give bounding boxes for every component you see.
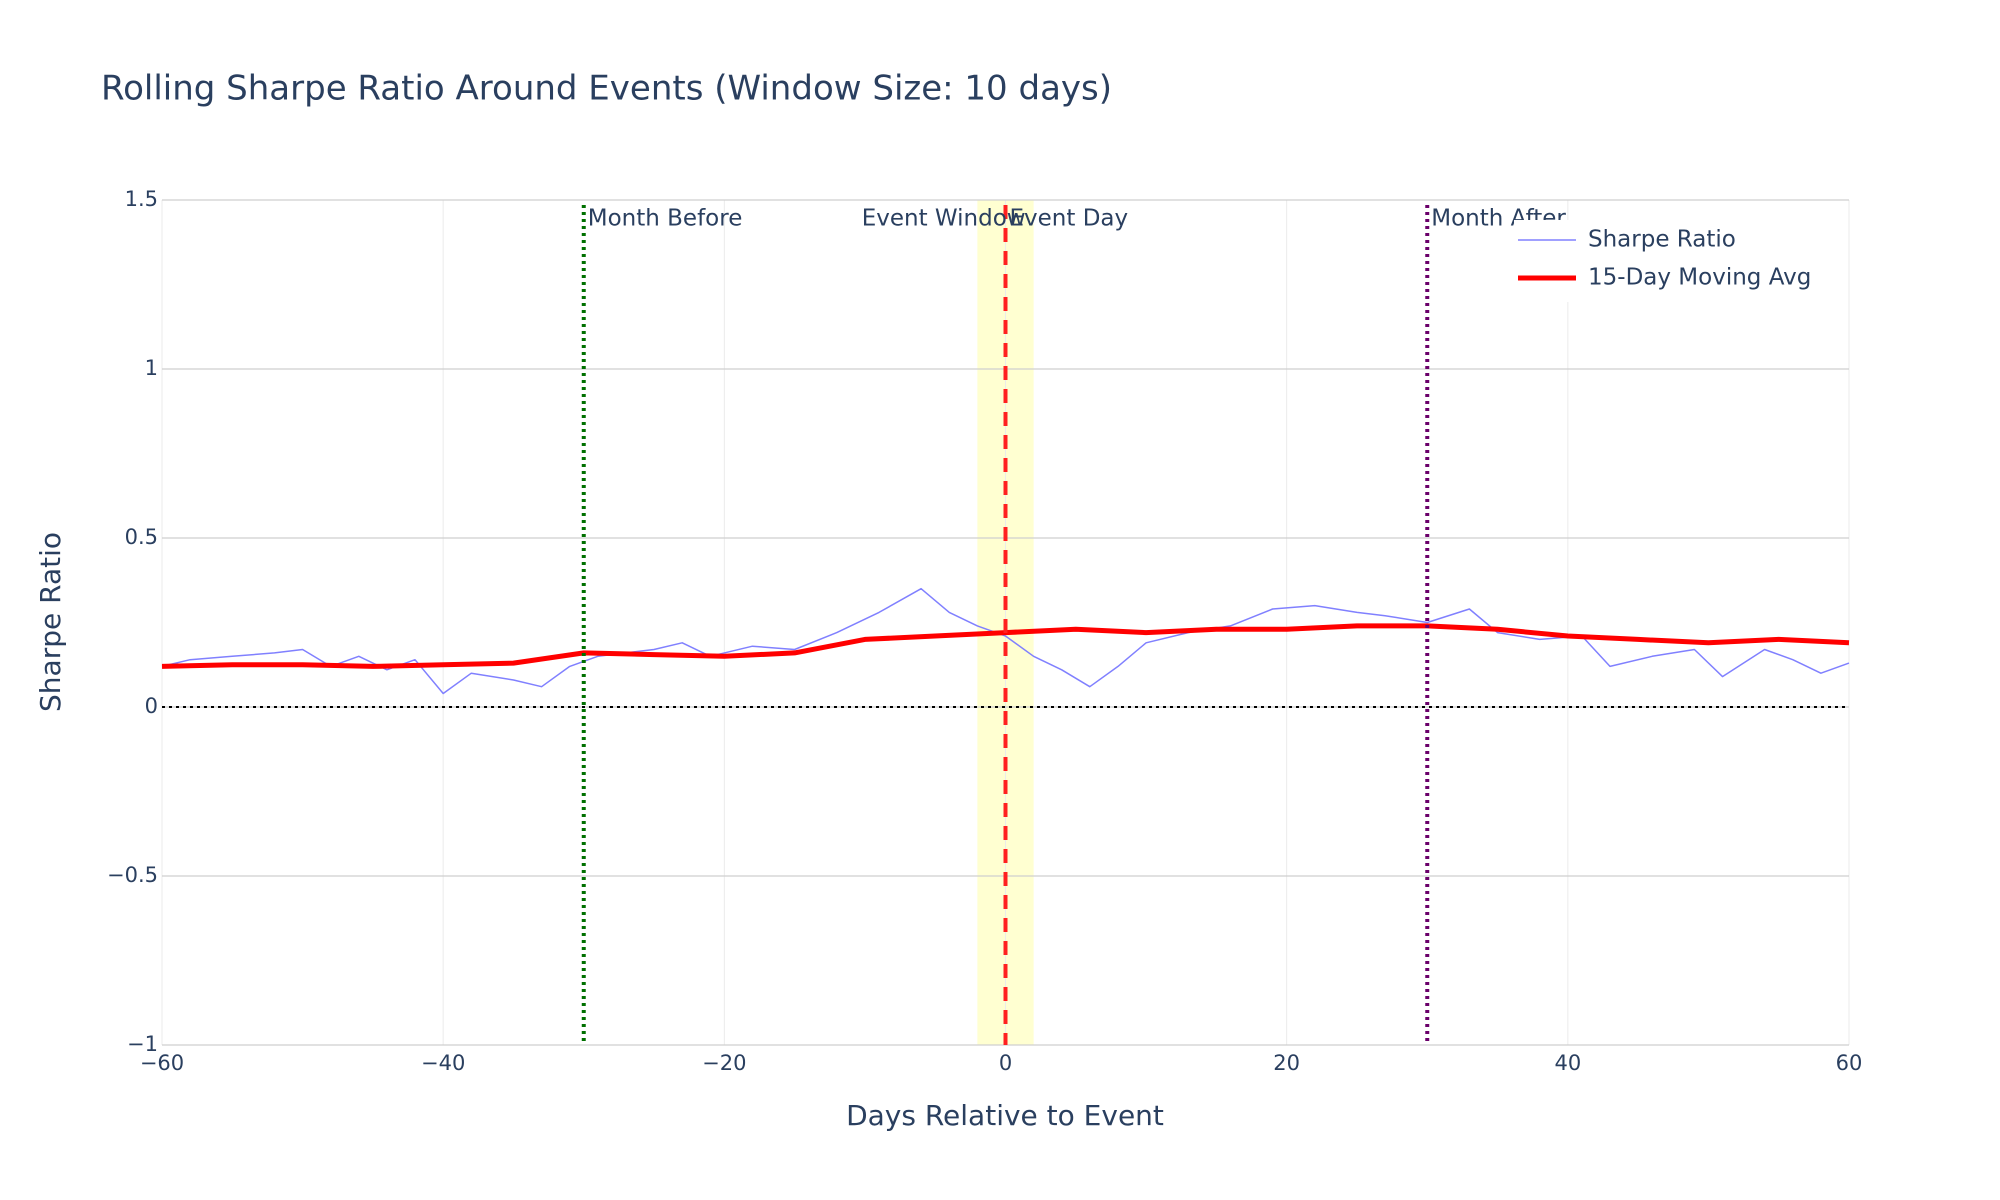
x-tick-label: 0 bbox=[999, 1051, 1012, 1075]
legend-label: Sharpe Ratio bbox=[1588, 227, 1736, 253]
x-tick-label: 40 bbox=[1554, 1051, 1581, 1075]
y-tick-label: 1.5 bbox=[125, 187, 158, 211]
reference-label: Event Day bbox=[1010, 206, 1129, 232]
x-tick-label: −20 bbox=[702, 1051, 746, 1075]
x-axis-title: Days Relative to Event bbox=[846, 1099, 1164, 1132]
legend-box bbox=[1514, 220, 1844, 302]
x-tick-label: 20 bbox=[1273, 1051, 1300, 1075]
y-tick-label: −1 bbox=[127, 1032, 158, 1056]
event-window-label: Event Window bbox=[862, 206, 1026, 232]
y-tick-label: 1 bbox=[145, 356, 158, 380]
chart-title: Rolling Sharpe Ratio Around Events (Wind… bbox=[101, 69, 1112, 109]
y-tick-label: −0.5 bbox=[107, 863, 158, 887]
x-tick-label: 60 bbox=[1836, 1051, 1863, 1075]
y-axis-title: Sharpe Ratio bbox=[34, 532, 67, 712]
x-tick-label: −40 bbox=[421, 1051, 465, 1075]
x-tick-label: −60 bbox=[140, 1051, 184, 1075]
y-tick-label: 0.5 bbox=[125, 525, 158, 549]
legend-label: 15-Day Moving Avg bbox=[1588, 265, 1811, 291]
y-tick-label: 0 bbox=[145, 694, 158, 718]
reference-label: Month Before bbox=[588, 206, 743, 232]
